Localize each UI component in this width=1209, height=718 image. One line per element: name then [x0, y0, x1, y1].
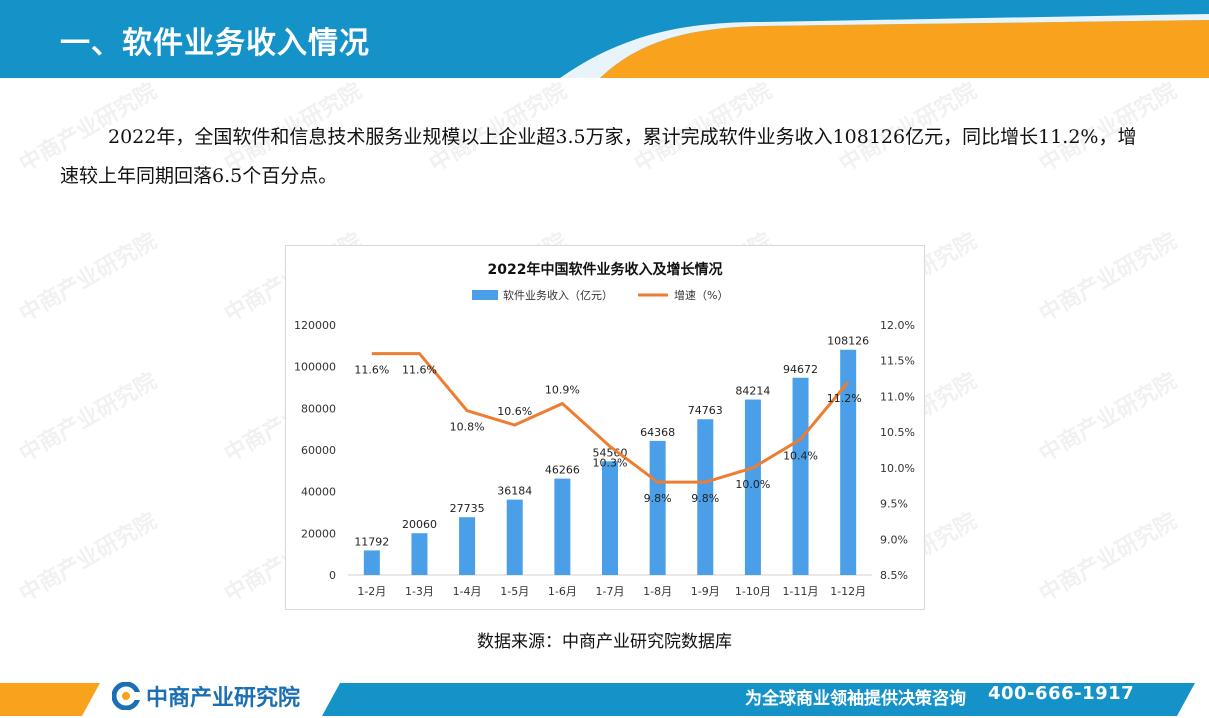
x-axis-labels: 1-2月 1-3月 1-4月 1-5月 1-6月 1-7月 1-8月 1-9月 1-10月 1-1…	[357, 585, 866, 598]
growth-point-label: 10.4%	[783, 449, 818, 462]
growth-point-label: 10.0%	[735, 478, 770, 491]
x-tick-label: 1-11月	[783, 585, 819, 598]
watermark-text: 中商产业研究院	[1035, 368, 1182, 468]
revenue-bar	[602, 461, 618, 575]
x-tick-label: 1-3月	[405, 585, 434, 598]
x-tick-label: 1-7月	[596, 585, 625, 598]
revenue-bar-label: 108126	[827, 335, 869, 348]
chart-svg: 2022年中国软件业务收入及增长情况 软件业务收入（亿元） 增速（%） 0 200…	[294, 261, 915, 598]
revenue-bar-label: 74763	[688, 404, 723, 417]
x-tick-label: 1-8月	[643, 585, 672, 598]
footer-background	[0, 683, 1195, 716]
y-right-tick-label: 11.0%	[880, 390, 915, 403]
revenue-bar	[411, 533, 428, 575]
x-tick-label: 1-9月	[691, 585, 720, 598]
revenue-bar	[506, 499, 523, 575]
x-tick-label: 1-5月	[500, 585, 529, 598]
bar-series: 11792 20060 27735 36184 46266 54560 64368 74763…	[354, 335, 869, 575]
footer-banner	[0, 678, 1209, 718]
brand-name: 中商产业研究院	[146, 686, 301, 711]
data-source: 数据来源：中商产业研究院数据库	[477, 632, 732, 652]
revenue-bar	[697, 419, 714, 575]
revenue-bar-label: 27735	[450, 502, 485, 515]
revenue-growth-chart: 2022年中国软件业务收入及增长情况 软件业务收入（亿元） 增速（%） 0 200…	[285, 245, 925, 610]
legend-bar-label: 软件业务收入（亿元）	[503, 288, 613, 302]
y-right-tick-label: 8.5%	[880, 569, 908, 582]
footer-brand: 中商产业研究院	[112, 681, 300, 711]
watermark-text: 中商产业研究院	[15, 228, 162, 328]
x-tick-label: 1-12月	[830, 585, 866, 598]
growth-point-label: 10.9%	[545, 384, 580, 397]
line-series: 11.6% 11.6% 10.8% 10.6% 10.9% 10.3% 9.8% 9.8% 10…	[354, 352, 862, 505]
legend-bar-swatch	[472, 290, 498, 300]
y-left-tick-label: 80000	[301, 402, 336, 415]
x-tick-label: 1-6月	[548, 585, 577, 598]
watermark-text: 中商产业研究院	[1035, 508, 1182, 608]
growth-point-label: 11.2%	[827, 392, 862, 405]
chart-title: 2022年中国软件业务收入及增长情况	[488, 261, 723, 278]
x-tick-label: 1-10月	[735, 585, 771, 598]
y-left-tick-label: 100000	[294, 361, 336, 374]
revenue-bar-label: 64368	[640, 426, 675, 439]
y-right-tick-label: 9.5%	[880, 498, 908, 511]
header-banner: 一、软件业务收入情况	[0, 0, 1209, 78]
growth-point-label: 11.6%	[402, 364, 437, 377]
revenue-bar	[840, 349, 857, 575]
legend-line-label: 增速（%）	[674, 288, 728, 302]
y-left-tick-label: 60000	[301, 444, 336, 457]
x-tick-label: 1-4月	[453, 585, 482, 598]
revenue-bar-label: 46266	[545, 464, 580, 477]
growth-point-label: 9.8%	[691, 492, 719, 505]
y-axis-left: 0 20000 40000 60000 80000 100000 120000	[294, 319, 336, 582]
y-axis-right: 8.5% 9.0% 9.5% 10.0% 10.5% 11.0% 11.5% 12.0%	[880, 319, 915, 582]
header-background	[0, 0, 1209, 78]
growth-point-label: 10.3%	[593, 456, 628, 469]
y-right-tick-label: 10.5%	[880, 426, 915, 439]
revenue-bar	[792, 377, 809, 575]
revenue-bar-label: 36184	[497, 485, 532, 498]
revenue-bar	[363, 550, 380, 575]
revenue-bar-label: 54560	[593, 446, 628, 459]
x-tick-label: 1-2月	[357, 585, 386, 598]
watermark-text: 中商产业研究院	[1035, 228, 1182, 328]
y-right-tick-label: 12.0%	[880, 319, 915, 332]
footer-phone: 400-666-1917	[988, 683, 1135, 704]
growth-point-label: 10.8%	[450, 421, 485, 434]
y-right-tick-label: 10.0%	[880, 462, 915, 475]
revenue-bar-label: 94672	[783, 363, 818, 376]
revenue-bar	[554, 478, 571, 575]
growth-point-label: 9.8%	[644, 492, 672, 505]
y-left-tick-label: 20000	[301, 527, 336, 540]
chart-legend: 软件业务收入（亿元） 增速（%）	[472, 288, 728, 302]
revenue-bar-label: 84214	[735, 385, 770, 398]
footer-slogan: 为全球商业领袖提供决策咨询	[745, 689, 966, 709]
revenue-bar	[649, 440, 666, 575]
brand-logo-icon	[112, 682, 140, 710]
revenue-bar-label: 20060	[402, 518, 437, 531]
growth-point-label: 11.6%	[354, 364, 389, 377]
page-title: 一、软件业务收入情况	[60, 26, 370, 61]
watermark-text: 中商产业研究院	[15, 368, 162, 468]
revenue-bar	[459, 517, 476, 575]
y-right-tick-label: 11.5%	[880, 355, 915, 368]
growth-point-label: 10.6%	[497, 405, 532, 418]
intro-paragraph: 2022年，全国软件和信息技术服务业规模以上企业超3.5万家，累计完成软件业务收…	[60, 126, 1137, 187]
y-right-tick-label: 9.0%	[880, 533, 908, 546]
y-left-tick-label: 120000	[294, 319, 336, 332]
growth-line	[371, 352, 850, 484]
revenue-bar	[744, 399, 761, 575]
y-left-tick-label: 40000	[301, 486, 336, 499]
y-left-tick-label: 0	[329, 569, 336, 582]
revenue-bar-label: 11792	[354, 535, 389, 548]
watermark-text: 中商产业研究院	[15, 508, 162, 608]
